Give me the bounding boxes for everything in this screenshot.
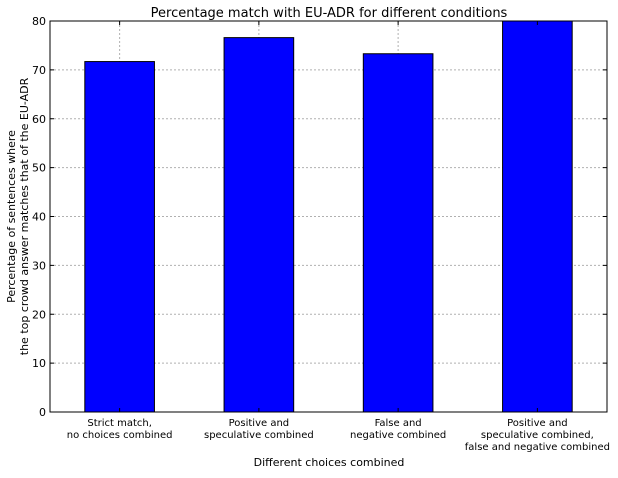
x-tick-label: False and negative combined xyxy=(350,418,446,441)
y-tick-label: 40 xyxy=(32,211,46,224)
bar xyxy=(84,61,155,413)
axis-ticks xyxy=(50,20,607,413)
y-tick-label: 10 xyxy=(32,357,46,370)
y-tick-label: 20 xyxy=(32,308,46,321)
y-tick-label: 60 xyxy=(32,113,46,126)
y-tick-label: 50 xyxy=(32,162,46,175)
y-tick-labels: 0 10 20 30 40 50 60 70 80 xyxy=(32,15,46,419)
x-tick-label: Positive and speculative combined xyxy=(204,418,314,441)
y-tick-label: 30 xyxy=(32,259,46,272)
x-tick-labels: Strict match, no choices combined Positive… xyxy=(67,418,610,453)
y-tick-label: 80 xyxy=(32,15,46,28)
bars xyxy=(84,20,573,413)
x-axis-label: Different choices combined xyxy=(254,456,405,469)
bar xyxy=(223,37,295,413)
chart-title: Percentage match with EU-ADR for differe… xyxy=(151,6,508,21)
bar xyxy=(502,20,573,413)
y-tick-label: 70 xyxy=(32,64,46,77)
y-axis-label: Percentage of sentences wherethe top cro… xyxy=(5,77,31,355)
x-tick-label: Positive and speculative combined, false a… xyxy=(465,418,610,453)
bar xyxy=(362,53,434,413)
y-tick-label: 0 xyxy=(39,406,46,419)
x-tick-label: Strict match, no choices combined xyxy=(67,418,173,441)
